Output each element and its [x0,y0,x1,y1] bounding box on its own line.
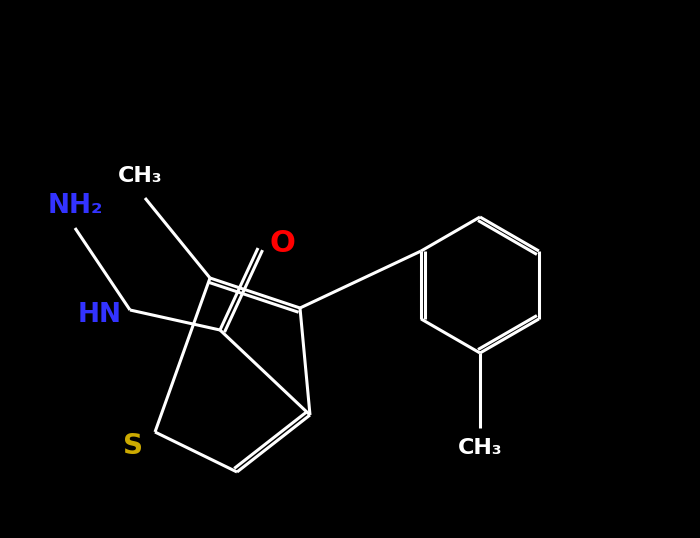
Text: HN: HN [78,302,122,328]
Text: S: S [123,432,143,460]
Text: O: O [269,229,295,258]
Text: CH₃: CH₃ [458,438,503,458]
Text: NH₂: NH₂ [48,193,103,219]
Text: CH₃: CH₃ [118,166,162,186]
